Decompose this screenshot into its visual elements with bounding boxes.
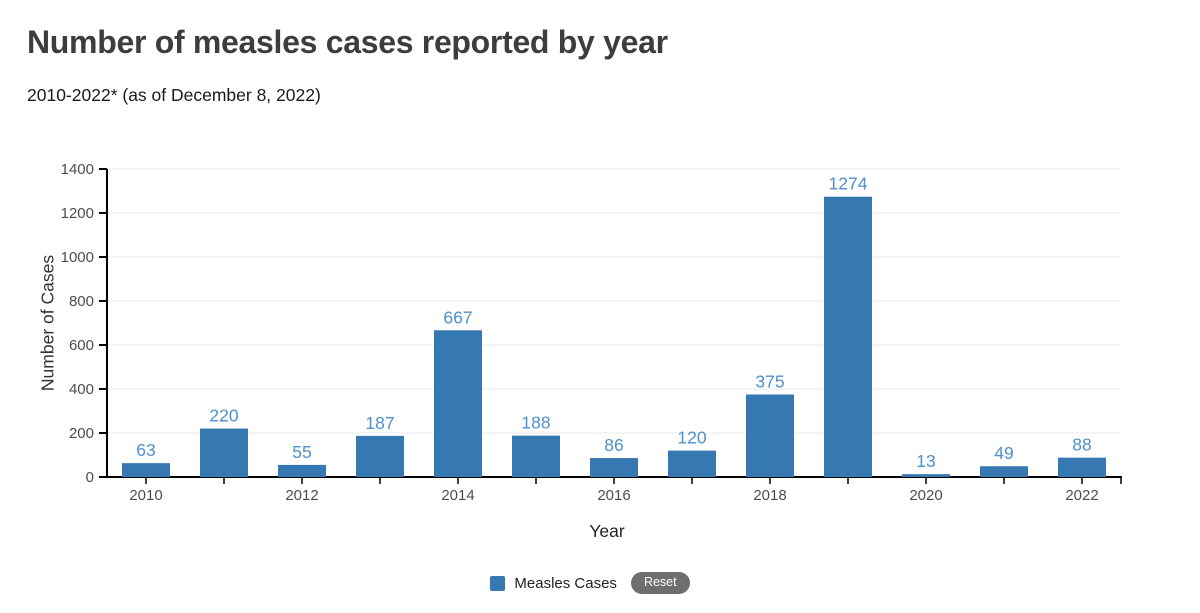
y-tick-label: 200 xyxy=(69,425,94,442)
bar-2017[interactable] xyxy=(668,450,716,477)
chart-legend: Measles Cases Reset xyxy=(0,572,1180,594)
y-axis-title: Number of Cases xyxy=(37,254,58,392)
x-tick-label: 2018 xyxy=(753,487,786,504)
y-tick-label: 800 xyxy=(69,293,94,310)
bar-value-label: 13 xyxy=(916,451,935,471)
bar-2012[interactable] xyxy=(278,464,326,477)
legend-item-measles-cases[interactable]: Measles Cases xyxy=(490,575,617,592)
bar-2020[interactable] xyxy=(902,474,950,477)
bar-2010[interactable] xyxy=(122,463,170,477)
bar-value-label: 220 xyxy=(209,406,238,426)
chart-subtitle: 2010-2022* (as of December 8, 2022) xyxy=(27,85,321,105)
bar-2021[interactable] xyxy=(980,466,1028,477)
y-tick-label: 0 xyxy=(86,469,94,486)
bar-value-label: 1274 xyxy=(829,174,868,194)
y-tick-label: 1000 xyxy=(61,249,94,266)
y-tick-label: 1400 xyxy=(61,161,94,178)
x-tick-label: 2010 xyxy=(129,487,162,504)
bar-value-label: 187 xyxy=(365,413,394,433)
bar-2013[interactable] xyxy=(356,435,404,477)
bar-value-label: 375 xyxy=(755,372,784,392)
bar-2019[interactable] xyxy=(824,196,872,477)
y-tick-label: 600 xyxy=(69,337,94,354)
bar-value-label: 88 xyxy=(1072,435,1091,455)
x-tick-label: 2016 xyxy=(597,487,630,504)
bar-2014[interactable] xyxy=(434,330,482,477)
y-tick-label: 1200 xyxy=(61,205,94,222)
bar-value-label: 55 xyxy=(292,442,311,462)
bar-2016[interactable] xyxy=(590,458,638,477)
bar-value-label: 63 xyxy=(136,440,155,460)
x-tick-label: 2020 xyxy=(909,487,942,504)
reset-button[interactable]: Reset xyxy=(630,572,690,594)
bar-2022[interactable] xyxy=(1058,457,1106,477)
legend-series-label: Measles Cases xyxy=(514,574,617,592)
x-tick-label: 2014 xyxy=(441,487,474,504)
bar-value-label: 49 xyxy=(994,443,1013,463)
x-axis-title: Year xyxy=(589,521,625,541)
bar-value-label: 86 xyxy=(604,435,623,455)
x-tick-label: 2022 xyxy=(1065,487,1098,504)
bar-2015[interactable] xyxy=(512,435,560,477)
bar-2018[interactable] xyxy=(746,394,794,478)
chart-title: Number of measles cases reported by year xyxy=(27,24,668,60)
bar-value-label: 120 xyxy=(677,428,706,448)
y-tick-label: 400 xyxy=(69,381,94,398)
bar-value-label: 667 xyxy=(443,307,472,327)
x-tick-label: 2012 xyxy=(285,487,318,504)
legend-swatch-icon xyxy=(490,575,506,591)
bar-value-label: 188 xyxy=(521,413,550,433)
bar-2011[interactable] xyxy=(200,428,248,477)
